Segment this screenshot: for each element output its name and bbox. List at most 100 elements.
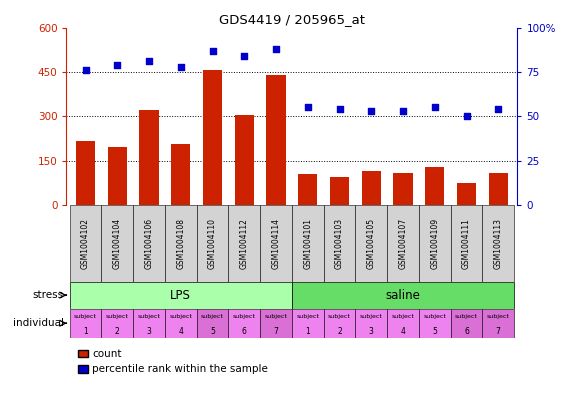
Text: stress: stress [32, 290, 64, 300]
FancyBboxPatch shape [419, 205, 451, 282]
Point [113, 62, 122, 68]
Text: subject: subject [233, 314, 255, 319]
Text: saline: saline [386, 288, 420, 302]
Point [462, 113, 471, 119]
Bar [362, 171, 381, 205]
FancyBboxPatch shape [419, 309, 451, 338]
Text: subject: subject [265, 314, 287, 319]
Point [272, 46, 281, 52]
FancyBboxPatch shape [165, 205, 197, 282]
FancyBboxPatch shape [292, 309, 324, 338]
Text: LPS: LPS [171, 288, 191, 302]
Title: GDS4419 / 205965_at: GDS4419 / 205965_at [219, 13, 365, 26]
Text: 4: 4 [401, 327, 405, 336]
Point [494, 106, 503, 112]
Text: subject: subject [138, 314, 161, 319]
Text: GSM1004107: GSM1004107 [398, 218, 407, 269]
Text: subject: subject [201, 314, 224, 319]
FancyBboxPatch shape [197, 205, 228, 282]
Point [366, 108, 376, 114]
Text: subject: subject [455, 314, 478, 319]
FancyBboxPatch shape [69, 282, 292, 309]
Text: subject: subject [423, 314, 446, 319]
Text: subject: subject [391, 314, 414, 319]
FancyBboxPatch shape [165, 309, 197, 338]
Bar [298, 174, 317, 205]
Text: 1: 1 [305, 327, 310, 336]
Text: individual: individual [13, 318, 64, 328]
Text: GSM1004104: GSM1004104 [113, 218, 122, 269]
Bar [139, 110, 158, 205]
Text: GSM1004113: GSM1004113 [494, 218, 503, 269]
Text: GSM1004108: GSM1004108 [176, 218, 186, 269]
Text: GSM1004114: GSM1004114 [272, 218, 280, 269]
Point [430, 104, 439, 110]
Text: GSM1004102: GSM1004102 [81, 218, 90, 269]
Point [398, 108, 407, 114]
FancyBboxPatch shape [260, 309, 292, 338]
Bar [330, 177, 349, 205]
Text: 2: 2 [115, 327, 120, 336]
Text: 2: 2 [337, 327, 342, 336]
FancyBboxPatch shape [228, 205, 260, 282]
FancyBboxPatch shape [355, 205, 387, 282]
FancyBboxPatch shape [451, 309, 483, 338]
FancyBboxPatch shape [355, 309, 387, 338]
Point [208, 48, 217, 54]
Text: subject: subject [487, 314, 510, 319]
Text: 4: 4 [179, 327, 183, 336]
FancyBboxPatch shape [292, 282, 514, 309]
Bar [457, 183, 476, 205]
Text: count: count [92, 349, 122, 359]
FancyBboxPatch shape [69, 205, 101, 282]
FancyBboxPatch shape [451, 205, 483, 282]
Bar [171, 145, 190, 205]
Text: GSM1004112: GSM1004112 [240, 218, 249, 269]
Text: 6: 6 [464, 327, 469, 336]
Text: GSM1004109: GSM1004109 [430, 218, 439, 269]
FancyBboxPatch shape [483, 205, 514, 282]
FancyBboxPatch shape [133, 309, 165, 338]
Bar [489, 173, 508, 205]
Bar [266, 75, 286, 205]
Point [303, 104, 312, 110]
Text: subject: subject [360, 314, 383, 319]
Point [144, 58, 154, 64]
FancyBboxPatch shape [133, 205, 165, 282]
FancyBboxPatch shape [483, 309, 514, 338]
Text: 3: 3 [147, 327, 151, 336]
Text: percentile rank within the sample: percentile rank within the sample [92, 364, 268, 375]
FancyBboxPatch shape [292, 205, 324, 282]
FancyBboxPatch shape [69, 309, 101, 338]
FancyBboxPatch shape [197, 309, 228, 338]
FancyBboxPatch shape [387, 309, 419, 338]
Text: subject: subject [74, 314, 97, 319]
Bar [394, 173, 413, 205]
Text: GSM1004103: GSM1004103 [335, 218, 344, 269]
Text: subject: subject [169, 314, 192, 319]
Text: 7: 7 [273, 327, 279, 336]
FancyBboxPatch shape [101, 205, 133, 282]
Text: GSM1004110: GSM1004110 [208, 218, 217, 269]
Point [176, 63, 186, 70]
Text: 1: 1 [83, 327, 88, 336]
Point [335, 106, 344, 112]
Text: 5: 5 [210, 327, 215, 336]
FancyBboxPatch shape [324, 205, 355, 282]
Text: GSM1004111: GSM1004111 [462, 218, 471, 269]
FancyBboxPatch shape [260, 205, 292, 282]
Text: 5: 5 [432, 327, 437, 336]
Point [240, 53, 249, 59]
FancyBboxPatch shape [324, 309, 355, 338]
Bar [76, 141, 95, 205]
FancyBboxPatch shape [228, 309, 260, 338]
FancyBboxPatch shape [387, 205, 419, 282]
Text: GSM1004106: GSM1004106 [144, 218, 154, 269]
Bar [108, 147, 127, 205]
Text: GSM1004105: GSM1004105 [367, 218, 376, 269]
Bar [235, 115, 254, 205]
Text: 7: 7 [496, 327, 501, 336]
FancyBboxPatch shape [101, 309, 133, 338]
Text: subject: subject [328, 314, 351, 319]
Point [81, 67, 90, 73]
